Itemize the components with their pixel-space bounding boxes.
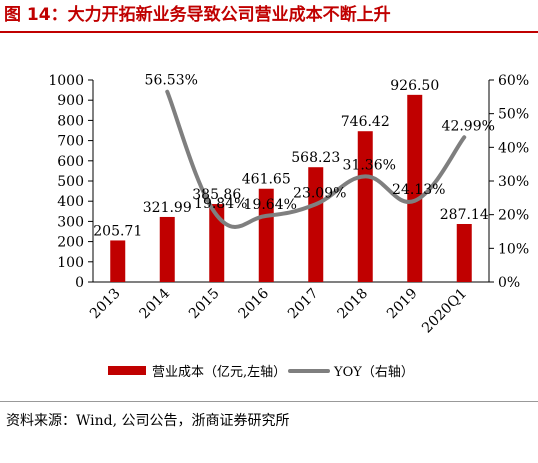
x-tick-label-2017: 2017 — [285, 286, 322, 323]
legend: 营业成本（亿元,左轴） YOY（右轴） — [108, 365, 414, 380]
yoy-label-2018: 31.36% — [343, 157, 396, 173]
left-tick-label: 500 — [57, 174, 84, 190]
right-axis-ticks: 0% 10% 20% 30% 40% 50% 60% — [489, 73, 529, 291]
x-tick-label-2020Q1: 2020Q1 — [419, 286, 470, 337]
bar-label-2015: 385.86 — [192, 187, 241, 203]
bar-2017 — [308, 167, 324, 282]
yoy-label-2014: 56.53% — [145, 73, 198, 89]
legend-bar-label: 营业成本（亿元,左轴） — [152, 365, 286, 380]
yoy-label-2020Q1: 42.99% — [442, 118, 495, 134]
yoy-label-2017: 23.09% — [293, 185, 346, 201]
legend-line-label: YOY（右轴） — [333, 365, 414, 380]
left-tick-label: 900 — [57, 93, 84, 109]
right-tick-label: 40% — [498, 140, 529, 156]
left-tick-label: 0 — [75, 275, 84, 291]
bar-2019 — [407, 94, 423, 282]
bar-label-2014: 321.99 — [143, 200, 192, 216]
line-series — [165, 89, 467, 229]
bar-label-2020Q1: 287.14 — [440, 207, 489, 223]
right-tick-label: 60% — [498, 73, 529, 89]
right-tick-label: 20% — [498, 208, 529, 224]
left-axis-ticks: 0 100 200 300 400 500 600 700 800 900 1000 — [48, 73, 93, 291]
x-tick-label-2015: 2015 — [186, 286, 223, 323]
bar-label-2018: 746.42 — [341, 114, 390, 130]
title-rule — [0, 31, 538, 33]
x-tick-label-2013: 2013 — [87, 286, 124, 323]
bar-2016 — [258, 188, 274, 282]
left-tick-label: 200 — [57, 235, 84, 251]
bar-label-2016: 461.65 — [242, 172, 291, 188]
yoy-label-2019: 24.13% — [392, 182, 445, 198]
bar-2020Q1 — [456, 223, 472, 282]
bar-label-2019: 926.50 — [390, 78, 439, 94]
right-tick-label: 10% — [498, 241, 529, 257]
left-tick-label: 800 — [57, 113, 84, 129]
legend-bar-swatch — [108, 366, 146, 375]
bar-series — [110, 94, 472, 282]
left-tick-label: 100 — [57, 255, 84, 271]
bar-2018 — [357, 131, 373, 282]
x-tick-label-2018: 2018 — [335, 286, 372, 323]
bar-label-2013: 205.71 — [93, 223, 142, 239]
chart: 0 100 200 300 400 500 600 700 800 900 1000 0% 10% 20… — [48, 73, 529, 380]
right-tick-label: 0% — [498, 275, 520, 291]
left-tick-label: 1000 — [48, 73, 84, 89]
figure-title: 图 14：大力开拓新业务导致公司营业成本不断上升 — [4, 5, 391, 25]
right-tick-label: 50% — [498, 107, 529, 123]
yoy-label-2016: 19.64% — [244, 197, 297, 213]
left-tick-label: 700 — [57, 134, 84, 150]
x-tick-label-2019: 2019 — [384, 286, 421, 323]
bar-label-2017: 568.23 — [291, 150, 340, 166]
left-tick-label: 600 — [57, 154, 84, 170]
left-tick-label: 300 — [57, 214, 84, 230]
source-rule — [0, 401, 538, 402]
x-tick-label-2016: 2016 — [236, 285, 273, 322]
bar-2015 — [209, 204, 225, 282]
line-value-labels: 56.53% 19.84%19.64%23.09% 31.36% 24.13% 42.9… — [145, 73, 495, 213]
right-tick-label: 30% — [498, 174, 529, 190]
bar-2013 — [110, 240, 126, 282]
x-tick-label-2014: 2014 — [137, 285, 174, 322]
left-tick-label: 400 — [57, 194, 84, 210]
bar-2014 — [159, 216, 175, 282]
source-note: 资料来源：Wind, 公司公告，浙商证券研究所 — [6, 413, 290, 429]
yoy-label-2015: 19.84% — [194, 196, 247, 212]
